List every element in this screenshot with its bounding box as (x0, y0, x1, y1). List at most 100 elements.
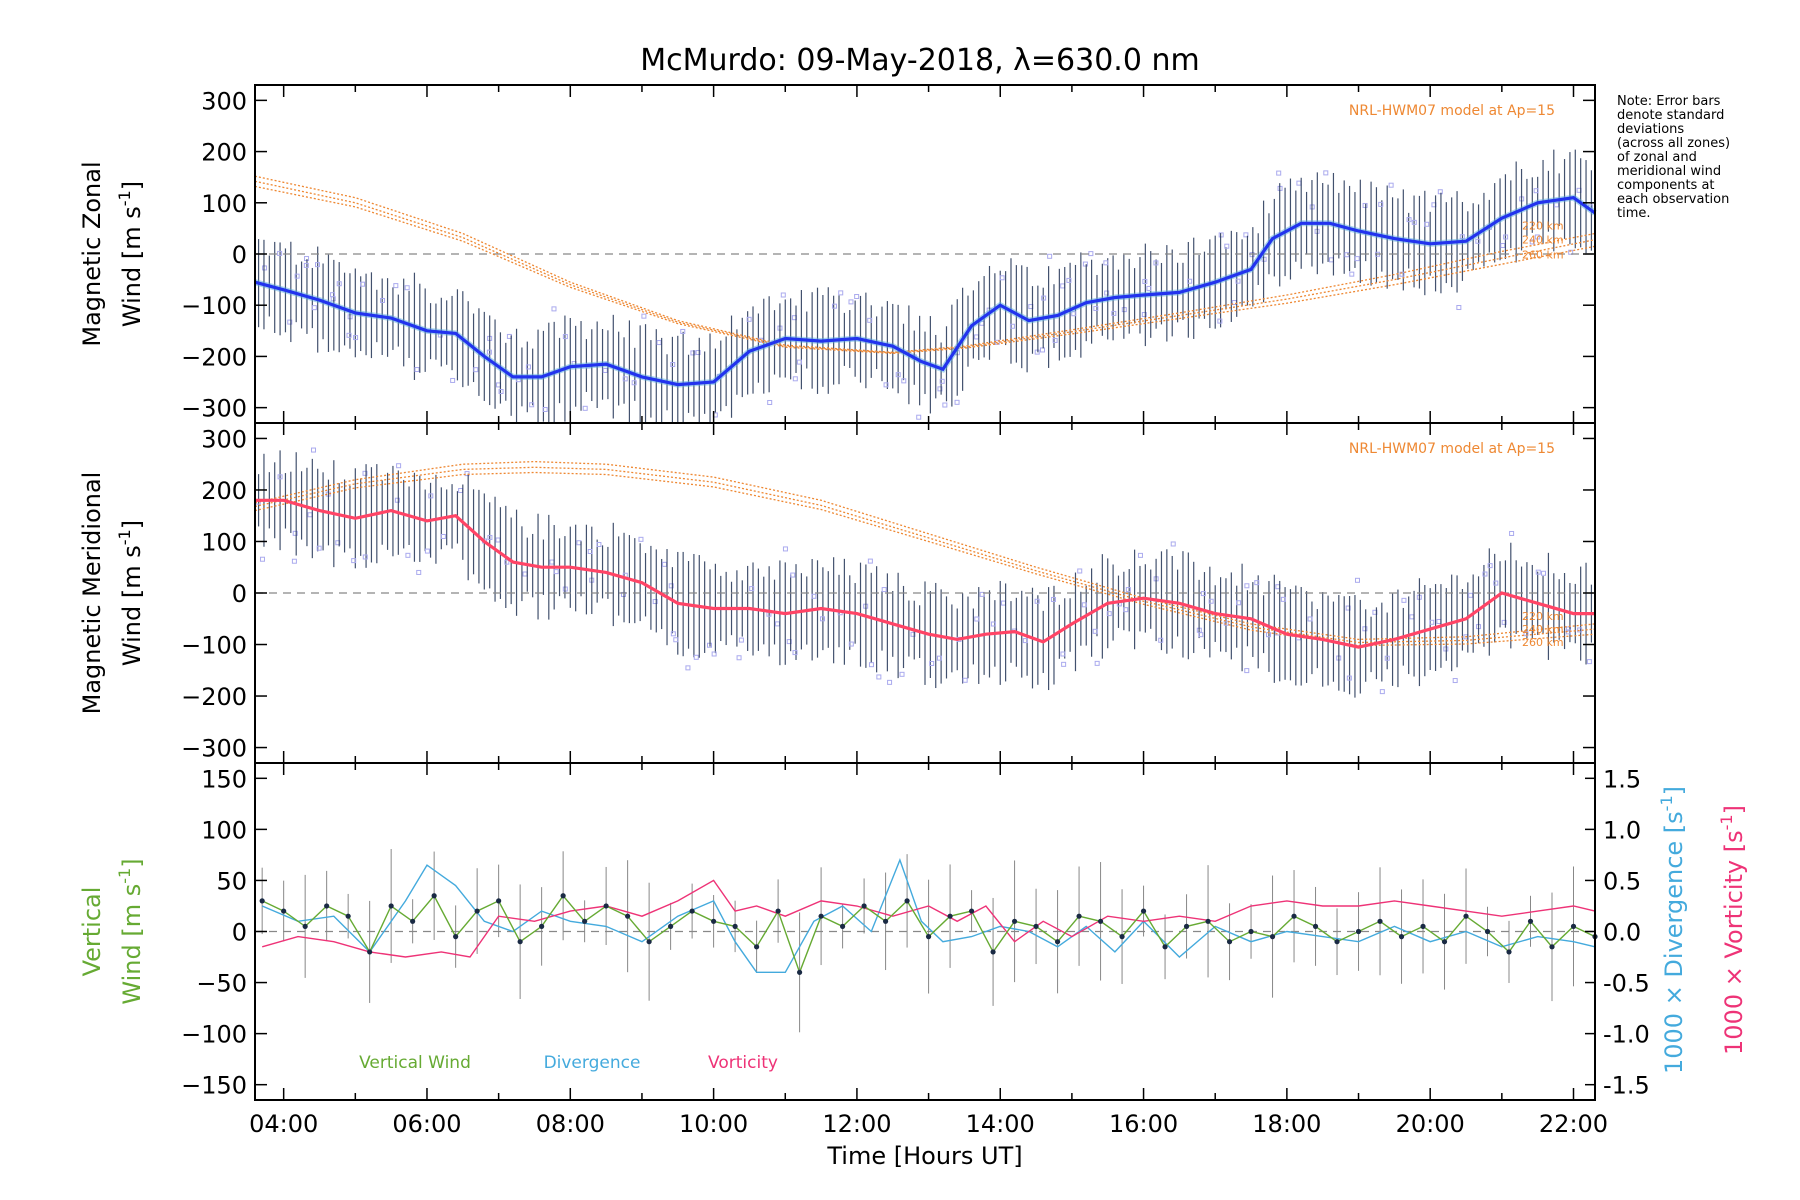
x-tick-label: 04:00 (249, 1110, 318, 1138)
model-curve (254, 466, 1596, 644)
zone-sample-point (1437, 189, 1443, 195)
model-height-label: 260 km (1522, 636, 1564, 649)
axes-layer (254, 84, 1596, 1101)
zone-sample-point (1077, 568, 1083, 574)
zone-sample-point (1384, 655, 1390, 661)
vertical-wind-point (410, 918, 416, 924)
zone-sample-point (336, 281, 342, 287)
zone-sample-point (1050, 596, 1056, 602)
vertical-wind-point (818, 913, 824, 919)
zone-sample-point (351, 558, 357, 564)
zone-sample-point (473, 367, 479, 373)
note-line: components at (1617, 178, 1715, 193)
zone-sample-point (1482, 571, 1488, 577)
vertical-wind-point (582, 918, 588, 924)
zone-sample-point (1406, 217, 1412, 223)
y-tick-label: 100 (201, 816, 247, 844)
x-axis-title: Time [Hours UT] (826, 1142, 1022, 1170)
zone-sample-point (929, 660, 935, 666)
vertical-wind-point (259, 898, 265, 904)
y-axis-title-line2: Wind [m s-1] (115, 520, 146, 666)
zone-sample-point (711, 651, 717, 657)
zone-sample-point (1093, 305, 1099, 311)
zone-sample-point (631, 380, 637, 386)
zone-sample-point (335, 540, 341, 546)
zone-sample-point (673, 637, 679, 643)
zone-sample-point (576, 540, 582, 546)
zone-sample-point (1218, 232, 1224, 238)
vertical-wind-point (388, 903, 394, 909)
zone-sample-point (394, 497, 400, 503)
zone-sample-point (1022, 638, 1028, 644)
right-y-tick-label: 0.5 (1603, 867, 1641, 895)
vertical-wind-point (861, 903, 867, 909)
vertical-wind-point (1549, 944, 1555, 950)
zone-sample-point (1503, 234, 1509, 240)
x-tick-label: 10:00 (679, 1110, 748, 1138)
zone-sample-point (838, 290, 844, 296)
vertical-wind-point (453, 934, 459, 940)
model-height-label: 220 km (1522, 610, 1564, 623)
zone-sample-point (1296, 180, 1302, 186)
zone-sample-point (1378, 201, 1384, 207)
vertical-wind-point (925, 934, 932, 940)
zone-sample-point (292, 530, 298, 536)
zone-sample-point (362, 554, 368, 560)
zone-sample-point (1088, 251, 1094, 257)
zone-sample-point (416, 569, 422, 575)
y-tick-label: −300 (181, 395, 247, 423)
vertical-wind-point (882, 918, 889, 924)
vertical-wind-point (947, 913, 953, 919)
note-line: deviations (1617, 122, 1685, 137)
zone-sample-point (1533, 188, 1539, 194)
zone-sample-point (1424, 221, 1430, 227)
zone-sample-point (587, 548, 593, 554)
vertical-wind-point (496, 898, 502, 904)
model-height-label: 260 km (1522, 248, 1564, 261)
zone-sample-point (1200, 591, 1206, 597)
zone-sample-point (404, 285, 410, 291)
vertical-wind-point (1463, 913, 1469, 919)
vertical-wind-point (1334, 939, 1340, 945)
zone-sample-point (529, 402, 535, 408)
zone-sample-point (974, 616, 980, 622)
zone-sample-point (942, 402, 948, 408)
note-line: time. (1617, 206, 1651, 221)
model-height-label: 220 km (1522, 220, 1564, 233)
zone-sample-point (346, 332, 352, 338)
vertical-wind-point (1355, 928, 1362, 935)
zone-sample-point (937, 386, 943, 392)
x-tick-label: 08:00 (536, 1110, 605, 1138)
zone-sample-point (883, 382, 889, 388)
y-tick-label: 200 (201, 139, 247, 167)
zone-sample-point (1060, 283, 1066, 289)
zonal-mean-wind-line (254, 196, 1596, 387)
vertical-wind-point (1420, 923, 1426, 929)
zone-sample-point (450, 377, 456, 383)
vertical-wind-point (560, 893, 566, 899)
zone-sample-point (1047, 253, 1053, 259)
note-line: meridional wind (1617, 164, 1722, 179)
zone-sample-point (999, 275, 1005, 281)
zone-sample-point (1123, 607, 1129, 613)
zone-sample-point (1456, 305, 1462, 311)
zone-sample-point (1362, 626, 1368, 632)
zone-sample-point (396, 463, 402, 469)
y-tick-label: 100 (201, 528, 247, 556)
zone-sample-point (954, 399, 960, 405)
vertical-wind-point (1076, 913, 1082, 919)
zone-sample-point (670, 631, 676, 637)
zone-sample-point (638, 536, 644, 542)
zone-sample-point (1137, 552, 1143, 558)
vertical-wind-point (796, 969, 803, 975)
zone-sample-point (767, 399, 773, 405)
zone-sample-point (1468, 592, 1474, 598)
x-tick-label: 22:00 (1539, 1110, 1608, 1138)
zone-sample-point (1411, 219, 1417, 225)
vertical-wind-point (1527, 918, 1534, 924)
zone-sample-point (1487, 563, 1493, 569)
zone-sample-point (848, 299, 854, 305)
zone-sample-point (936, 655, 942, 661)
zone-sample-point (549, 559, 555, 565)
zone-sample-point (1071, 311, 1077, 317)
